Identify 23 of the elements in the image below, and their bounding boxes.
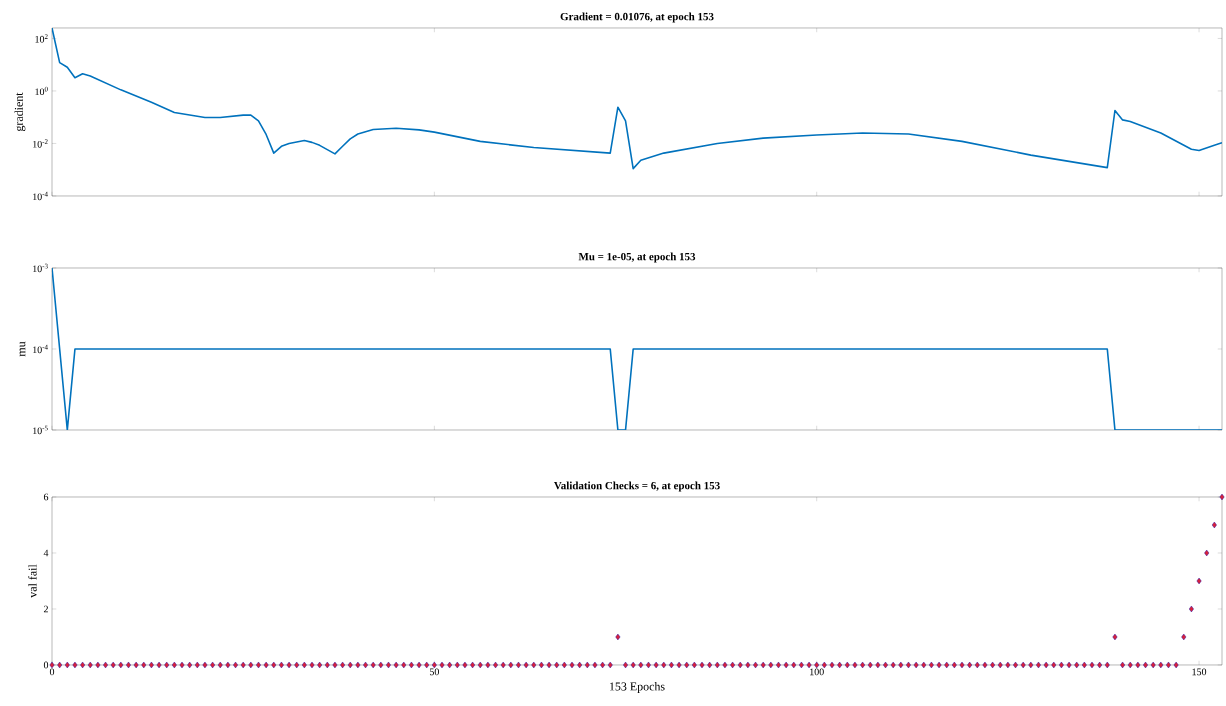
y-axis-title: gradient bbox=[14, 92, 26, 132]
y-tick-label: 0 bbox=[43, 661, 49, 669]
y-tick-label: 10$^{-4}$ bbox=[33, 191, 48, 201]
y-axis-title: mu bbox=[19, 341, 26, 357]
y-tick-label: 4 bbox=[43, 549, 49, 557]
line-series bbox=[52, 27, 1222, 170]
x-tick-label: 150 bbox=[1192, 668, 1207, 676]
y-tick-label: 6 bbox=[43, 493, 49, 501]
y-tick-label: 10$^{-2}$ bbox=[33, 139, 48, 148]
y-tick-label: 10$^{0}$ bbox=[35, 86, 48, 96]
x-tick-label: 100 bbox=[810, 668, 824, 676]
chart-title: Validation Checks = 6, at epoch 153 bbox=[553, 481, 720, 492]
chart-title: Gradient = 0.01076, at epoch 153 bbox=[560, 12, 714, 23]
x-tick-label: 0 bbox=[49, 668, 55, 676]
x-tick-label: 50 bbox=[429, 668, 439, 676]
y-tick-label: 2 bbox=[43, 605, 48, 613]
y-tick-label: 10$^{-3}$ bbox=[33, 263, 48, 273]
y-tick-label: 10$^{2}$ bbox=[35, 34, 48, 43]
y-tick-label: 10$^{-4}$ bbox=[33, 344, 48, 354]
y-axis-title: val fail bbox=[28, 564, 37, 598]
chart-title: Mu = 1e-05, at epoch 153 bbox=[578, 252, 696, 263]
x-axis-title: 153 Epochs bbox=[609, 682, 665, 693]
y-tick-label: 10$^{-5}$ bbox=[33, 425, 48, 435]
